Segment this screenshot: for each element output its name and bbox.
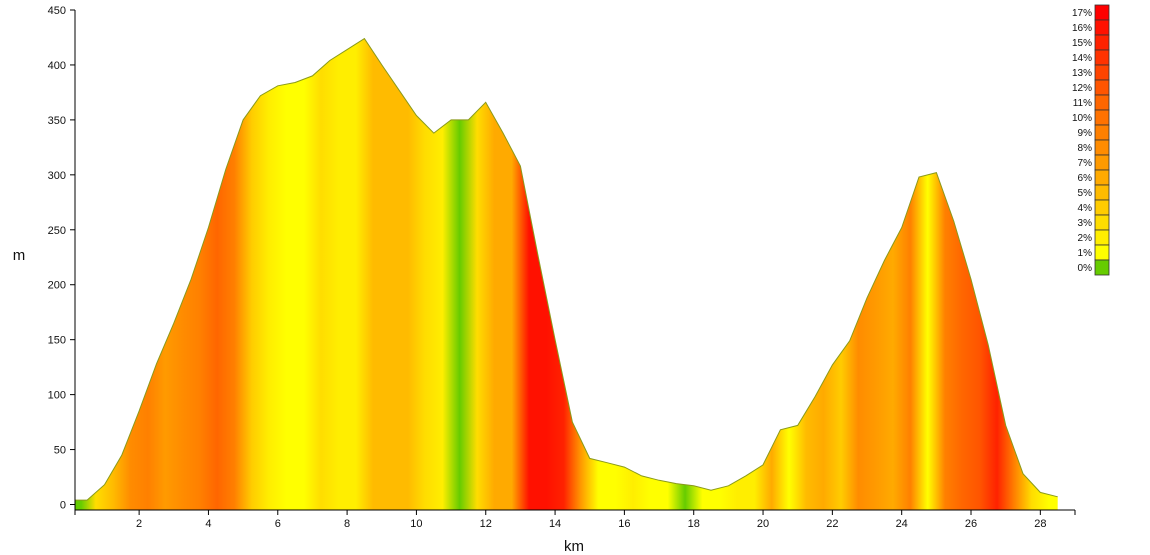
legend-swatch bbox=[1094, 79, 1110, 96]
legend-swatch bbox=[1094, 109, 1110, 126]
legend-label: 4% bbox=[1078, 203, 1093, 214]
legend-label: 11% bbox=[1073, 98, 1092, 109]
legend-label: 5% bbox=[1078, 188, 1093, 199]
legend-label: 10% bbox=[1072, 113, 1092, 124]
x-tick-label: 22 bbox=[826, 518, 838, 530]
x-tick-label: 6 bbox=[275, 518, 281, 530]
legend-swatch bbox=[1094, 154, 1110, 171]
legend-label: 2% bbox=[1078, 233, 1093, 244]
y-tick-label: 350 bbox=[48, 115, 66, 127]
x-tick-label: 24 bbox=[896, 518, 908, 530]
x-tick-label: 26 bbox=[965, 518, 977, 530]
y-tick-label: 400 bbox=[48, 60, 66, 72]
y-tick-label: 50 bbox=[54, 445, 66, 457]
x-tick-label: 20 bbox=[757, 518, 769, 530]
legend-swatch bbox=[1094, 4, 1110, 21]
legend-swatch bbox=[1094, 184, 1110, 201]
legend-swatch bbox=[1094, 49, 1110, 66]
x-axis-title: km bbox=[564, 538, 584, 555]
legend-label: 17% bbox=[1072, 8, 1092, 19]
x-tick-label: 2 bbox=[136, 518, 142, 530]
legend-label: 14% bbox=[1072, 53, 1092, 64]
legend-label: 7% bbox=[1078, 158, 1093, 169]
legend-label: 12% bbox=[1072, 83, 1092, 94]
legend-swatch bbox=[1094, 244, 1110, 261]
y-tick-label: 300 bbox=[48, 170, 66, 182]
elevation-area-fill bbox=[75, 38, 1058, 510]
legend-label: 8% bbox=[1078, 143, 1093, 154]
y-tick-label: 150 bbox=[48, 335, 66, 347]
legend-swatch bbox=[1094, 94, 1110, 111]
x-tick-label: 4 bbox=[205, 518, 211, 530]
legend-swatch bbox=[1094, 214, 1110, 231]
legend-swatch bbox=[1094, 34, 1110, 51]
y-tick-label: 0 bbox=[60, 500, 66, 512]
legend-swatch bbox=[1094, 229, 1110, 246]
y-tick-label: 450 bbox=[48, 5, 66, 17]
legend-label: 1% bbox=[1078, 248, 1093, 259]
x-tick-label: 12 bbox=[480, 518, 492, 530]
x-tick-label: 10 bbox=[410, 518, 422, 530]
legend-swatch bbox=[1094, 124, 1110, 141]
legend-swatch bbox=[1094, 259, 1110, 276]
legend-swatch bbox=[1094, 19, 1110, 36]
y-tick-label: 100 bbox=[48, 390, 66, 402]
legend-label: 15% bbox=[1072, 38, 1092, 49]
x-tick-label: 16 bbox=[618, 518, 630, 530]
x-tick-label: 14 bbox=[549, 518, 561, 530]
y-tick-label: 250 bbox=[48, 225, 66, 237]
legend-swatch bbox=[1094, 169, 1110, 186]
x-tick-label: 8 bbox=[344, 518, 350, 530]
y-axis-title: m bbox=[13, 247, 26, 264]
legend-label: 3% bbox=[1078, 218, 1093, 229]
legend-label: 0% bbox=[1078, 263, 1093, 274]
legend-label: 13% bbox=[1072, 68, 1092, 79]
slope-legend: 17% 16% 15% 14% 13% 12% 11% 10% 9% 8% 7% 6% 5% 4% 3% 2%… bbox=[1072, 4, 1110, 276]
legend-swatch bbox=[1094, 64, 1110, 81]
axes: 2 4 6 8 10 12 14 16 18 20 22 24 26 280501001502002503… bbox=[48, 5, 1076, 530]
legend-label: 9% bbox=[1078, 128, 1093, 139]
legend-swatch bbox=[1094, 139, 1110, 156]
y-tick-label: 200 bbox=[48, 280, 66, 292]
elevation-line bbox=[75, 37, 1058, 501]
elevation-area bbox=[75, 37, 1058, 510]
x-tick-label: 18 bbox=[688, 518, 700, 530]
legend-label: 6% bbox=[1078, 173, 1093, 184]
legend-label: 16% bbox=[1072, 23, 1092, 34]
x-tick-label: 28 bbox=[1034, 518, 1046, 530]
legend-swatch bbox=[1094, 199, 1110, 216]
